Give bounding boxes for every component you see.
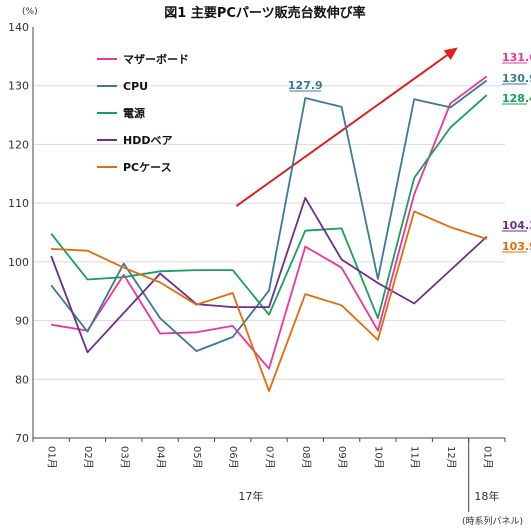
x-tick-label: 01月 [481,446,493,469]
panel-note: (時系列パネル) [462,515,523,527]
series-line [50,196,488,354]
series-line [50,94,488,320]
x-tick-label: 05月 [191,446,203,469]
x-tick-label: 11月 [409,446,421,469]
trend-arrow-head [443,47,458,60]
legend-label: CPU [123,80,148,93]
end-value-label: 131.6 [502,51,531,64]
y-tick-label: 130 [8,80,29,93]
x-axis-year-groups: 17年 18年 [238,438,499,512]
x-tick-label: 09月 [336,446,348,469]
end-value-label: 103.9 [502,240,531,253]
x-tick-label: 07月 [264,446,276,469]
y-tick-label: 110 [8,197,29,210]
trend-arrow [235,47,458,207]
y-tick-label: 120 [8,138,29,151]
end-value-label: 104.3 [502,219,531,232]
series-line [50,79,488,353]
chart-title: 図1 主要PCパーツ販売台数伸び率 [164,5,365,21]
y-tick-label: 80 [15,373,29,386]
end-value-label: 128.4 [502,92,531,105]
x-tick-label: 03月 [118,446,130,469]
trend-arrow-shaft [235,54,448,207]
legend-label: HDDベア [123,134,172,147]
series-line [51,75,488,370]
x-tick-label: 12月 [445,446,457,469]
legend-label: 電源 [123,106,145,120]
peak-value-label: 127.9 [288,79,323,92]
x-tick-label: 01月 [46,446,58,469]
y-tick-label: 90 [15,315,29,328]
x-tick-label: 02月 [82,446,94,469]
series-lines [50,75,488,392]
legend-label: PCケース [123,161,172,174]
y-axis-ticks: 70 80 90 100 110 120 130 140 [8,21,29,445]
x-tick-label: 10月 [372,446,384,469]
series-line [51,210,488,392]
y-tick-label: 100 [8,256,29,269]
end-value-label: 130.9 [502,72,531,85]
x-tick-label: 08月 [300,446,312,469]
y-axis-unit: (%) [22,7,38,17]
x-tick-label: 04月 [155,446,167,469]
y-tick-label: 70 [15,432,29,445]
x-tick-label: 06月 [227,446,239,469]
x-axis-categories: 01月 02月 03月 04月 05月 06月 07月 08月 09月 10月 11月 12月 01月 [46,446,494,469]
legend-label: マザーボード [123,52,189,66]
year-label: 17年 [238,489,263,503]
year-label: 18年 [474,489,499,503]
y-tick-label: 140 [8,21,29,34]
axes [32,27,506,442]
value-labels: 131.6 130.9 127.9 128.4 104.3 103.9 [288,51,531,253]
legend: マザーボード CPU 電源 HDDベア PCケース [97,52,189,174]
